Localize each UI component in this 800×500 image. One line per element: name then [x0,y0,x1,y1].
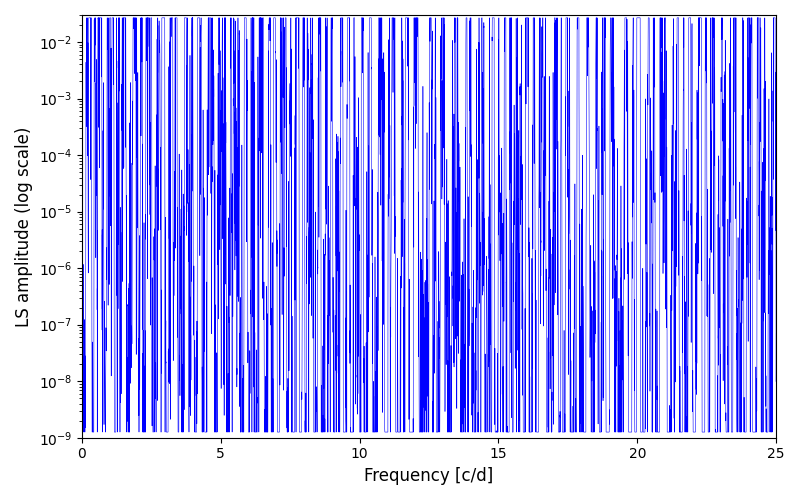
Y-axis label: LS amplitude (log scale): LS amplitude (log scale) [15,126,33,326]
X-axis label: Frequency [c/d]: Frequency [c/d] [364,467,494,485]
